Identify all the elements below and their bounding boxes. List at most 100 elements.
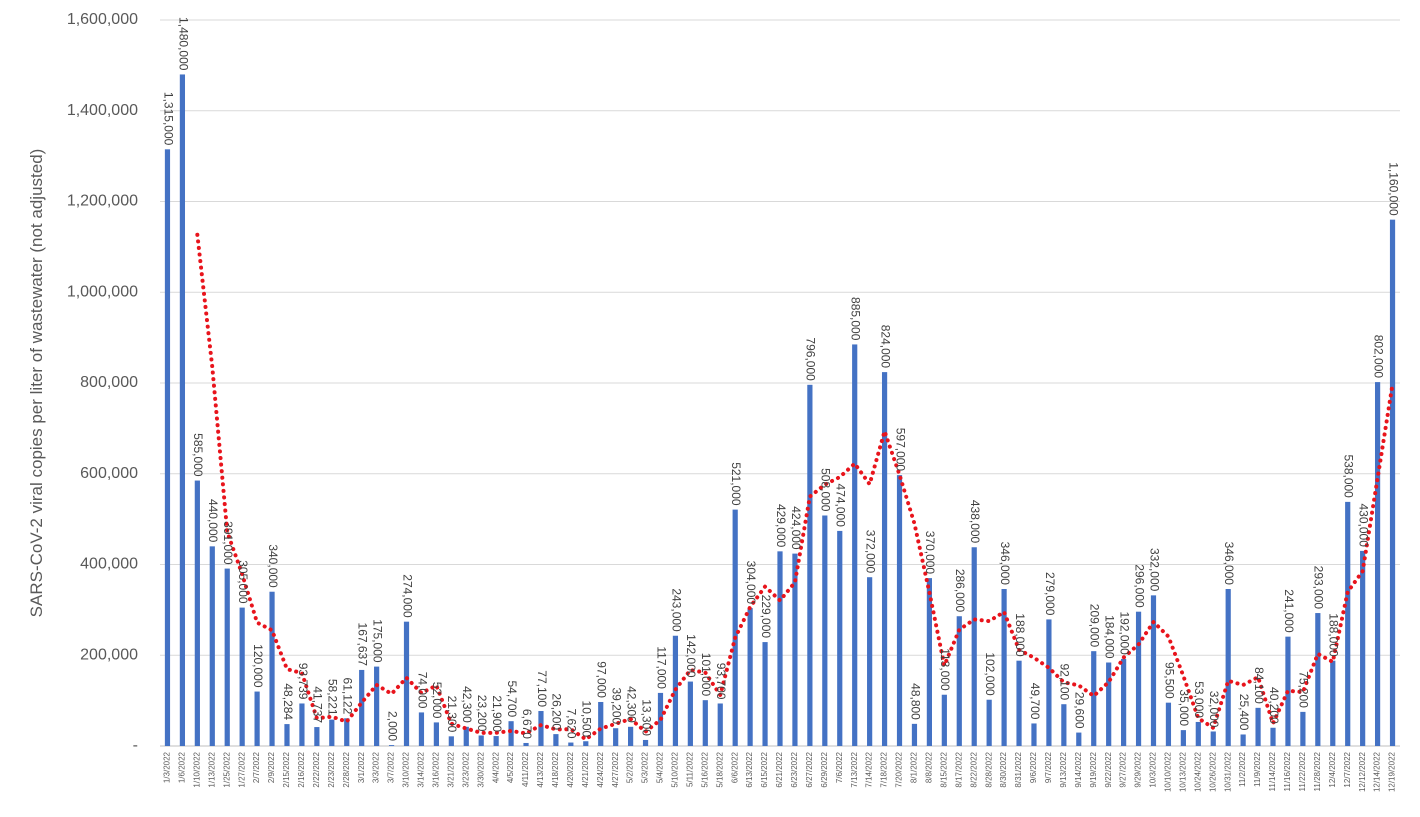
value-label: 52,000 <box>430 682 444 719</box>
value-label: 440,000 <box>206 499 220 543</box>
x-tick-label: 7/13/2022 <box>850 751 859 787</box>
x-tick-label: 9/14/2022 <box>1074 751 1083 787</box>
value-label: 1,480,000 <box>176 17 190 71</box>
value-label: 293,000 <box>1312 566 1326 610</box>
x-tick-label: 8/8/2022 <box>925 751 934 783</box>
x-tick-label: 3/30/2022 <box>476 751 485 787</box>
value-label: 2,000 <box>385 711 399 741</box>
bar <box>1225 589 1231 746</box>
bar <box>1165 702 1172 746</box>
value-label: 372,000 <box>863 530 877 574</box>
bar <box>448 736 454 746</box>
x-tick-label: 5/3/2022 <box>641 751 650 783</box>
value-label: 209,000 <box>1088 604 1102 648</box>
bar <box>224 568 230 746</box>
x-tick-label: 4/27/2022 <box>611 751 620 787</box>
x-tick-label: 5/16/2022 <box>700 751 709 787</box>
value-label: 92,100 <box>1058 664 1072 701</box>
value-label: 796,000 <box>804 337 818 381</box>
x-tick-label: 7/6/2022 <box>835 751 844 783</box>
value-label: 49,700 <box>1028 683 1042 720</box>
x-tick-label: 2/28/2022 <box>342 751 351 787</box>
x-tick-label: 1/10/2022 <box>192 751 201 787</box>
value-label: 538,000 <box>1342 454 1356 498</box>
bar <box>374 666 380 746</box>
value-label: 120,000 <box>251 644 265 688</box>
value-label: 824,000 <box>878 325 892 369</box>
value-label: 6,670 <box>520 709 534 739</box>
x-tick-label: 12/19/2022 <box>1388 751 1397 792</box>
x-tick-label: 3/21/2022 <box>446 751 455 787</box>
bar <box>164 149 171 747</box>
value-label: 74,000 <box>415 672 429 709</box>
bar <box>1315 613 1321 746</box>
y-tick-label: 800,000 <box>80 374 138 391</box>
value-label: 32,000 <box>1207 691 1221 728</box>
bar <box>747 608 753 746</box>
x-tick-label: 8/30/2022 <box>999 751 1008 787</box>
value-label: 391,000 <box>221 521 235 565</box>
y-tick-label: 1,400,000 <box>67 102 138 119</box>
x-tick-label: 9/29/2022 <box>1134 751 1143 787</box>
bar <box>478 735 484 746</box>
x-tick-label: 4/11/2022 <box>521 751 530 787</box>
bar <box>971 547 977 746</box>
x-tick-label: 7/18/2022 <box>880 751 889 787</box>
x-tick-label: 3/7/2022 <box>387 751 396 783</box>
bar <box>687 681 693 746</box>
bar <box>732 509 738 746</box>
y-axis-title: SARS-CoV-2 viral copies per liter of was… <box>27 149 46 618</box>
x-tick-label: 6/6/2022 <box>730 751 739 783</box>
value-label: 42,300 <box>460 686 474 723</box>
bar <box>463 726 469 746</box>
x-tick-label: 10/10/2022 <box>1164 751 1173 792</box>
trendline <box>195 232 1395 742</box>
bar <box>628 726 634 746</box>
bar <box>1076 732 1082 746</box>
x-tick-label: 9/6/2022 <box>1029 751 1038 783</box>
value-label: 597,000 <box>893 428 907 472</box>
bar <box>598 701 604 746</box>
value-label: 54,700 <box>505 680 519 717</box>
x-tick-label: 2/7/2022 <box>252 751 261 783</box>
bar <box>209 546 215 746</box>
x-tick-label: 1/13/2022 <box>207 751 216 787</box>
bar <box>926 578 932 746</box>
value-label: 117,000 <box>654 646 668 689</box>
x-tick-label: 11/28/2022 <box>1313 751 1322 791</box>
value-label: 39,200 <box>609 688 623 725</box>
value-label: 184,000 <box>1103 615 1117 659</box>
bar <box>762 642 768 746</box>
bar <box>388 745 395 746</box>
bar <box>1210 731 1216 746</box>
x-tick-label: 12/14/2022 <box>1373 751 1382 792</box>
bar <box>1360 550 1366 746</box>
x-tick-label: 4/5/2022 <box>506 751 515 783</box>
x-tick-label: 5/10/2022 <box>671 751 680 787</box>
bar <box>1345 501 1351 746</box>
bar <box>344 718 350 746</box>
bar <box>1031 723 1037 746</box>
x-tick-label: 1/3/2022 <box>163 751 172 783</box>
x-tick-label: 7/14/2022 <box>865 751 874 787</box>
value-label: 93,700 <box>714 663 728 700</box>
value-label: 10,500 <box>580 701 594 738</box>
x-tick-label: 11/16/2022 <box>1283 751 1292 791</box>
bar <box>1255 707 1261 746</box>
value-label: 93,739 <box>296 663 310 700</box>
bar <box>1106 662 1112 746</box>
value-label: 61,122 <box>341 678 355 715</box>
x-tick-label: 2/22/2022 <box>312 751 321 787</box>
bar <box>911 723 918 746</box>
bar <box>867 577 873 746</box>
value-label: 802,000 <box>1371 335 1385 379</box>
x-tick-label: 8/1/2022 <box>910 751 919 783</box>
value-label: 21,900 <box>490 695 504 732</box>
bar <box>1046 619 1052 746</box>
value-label: 26,200 <box>550 693 564 730</box>
bar <box>493 736 499 746</box>
bar <box>1330 660 1336 746</box>
value-label: 25,400 <box>1237 694 1251 731</box>
bar <box>807 384 813 746</box>
bar <box>1061 704 1067 746</box>
